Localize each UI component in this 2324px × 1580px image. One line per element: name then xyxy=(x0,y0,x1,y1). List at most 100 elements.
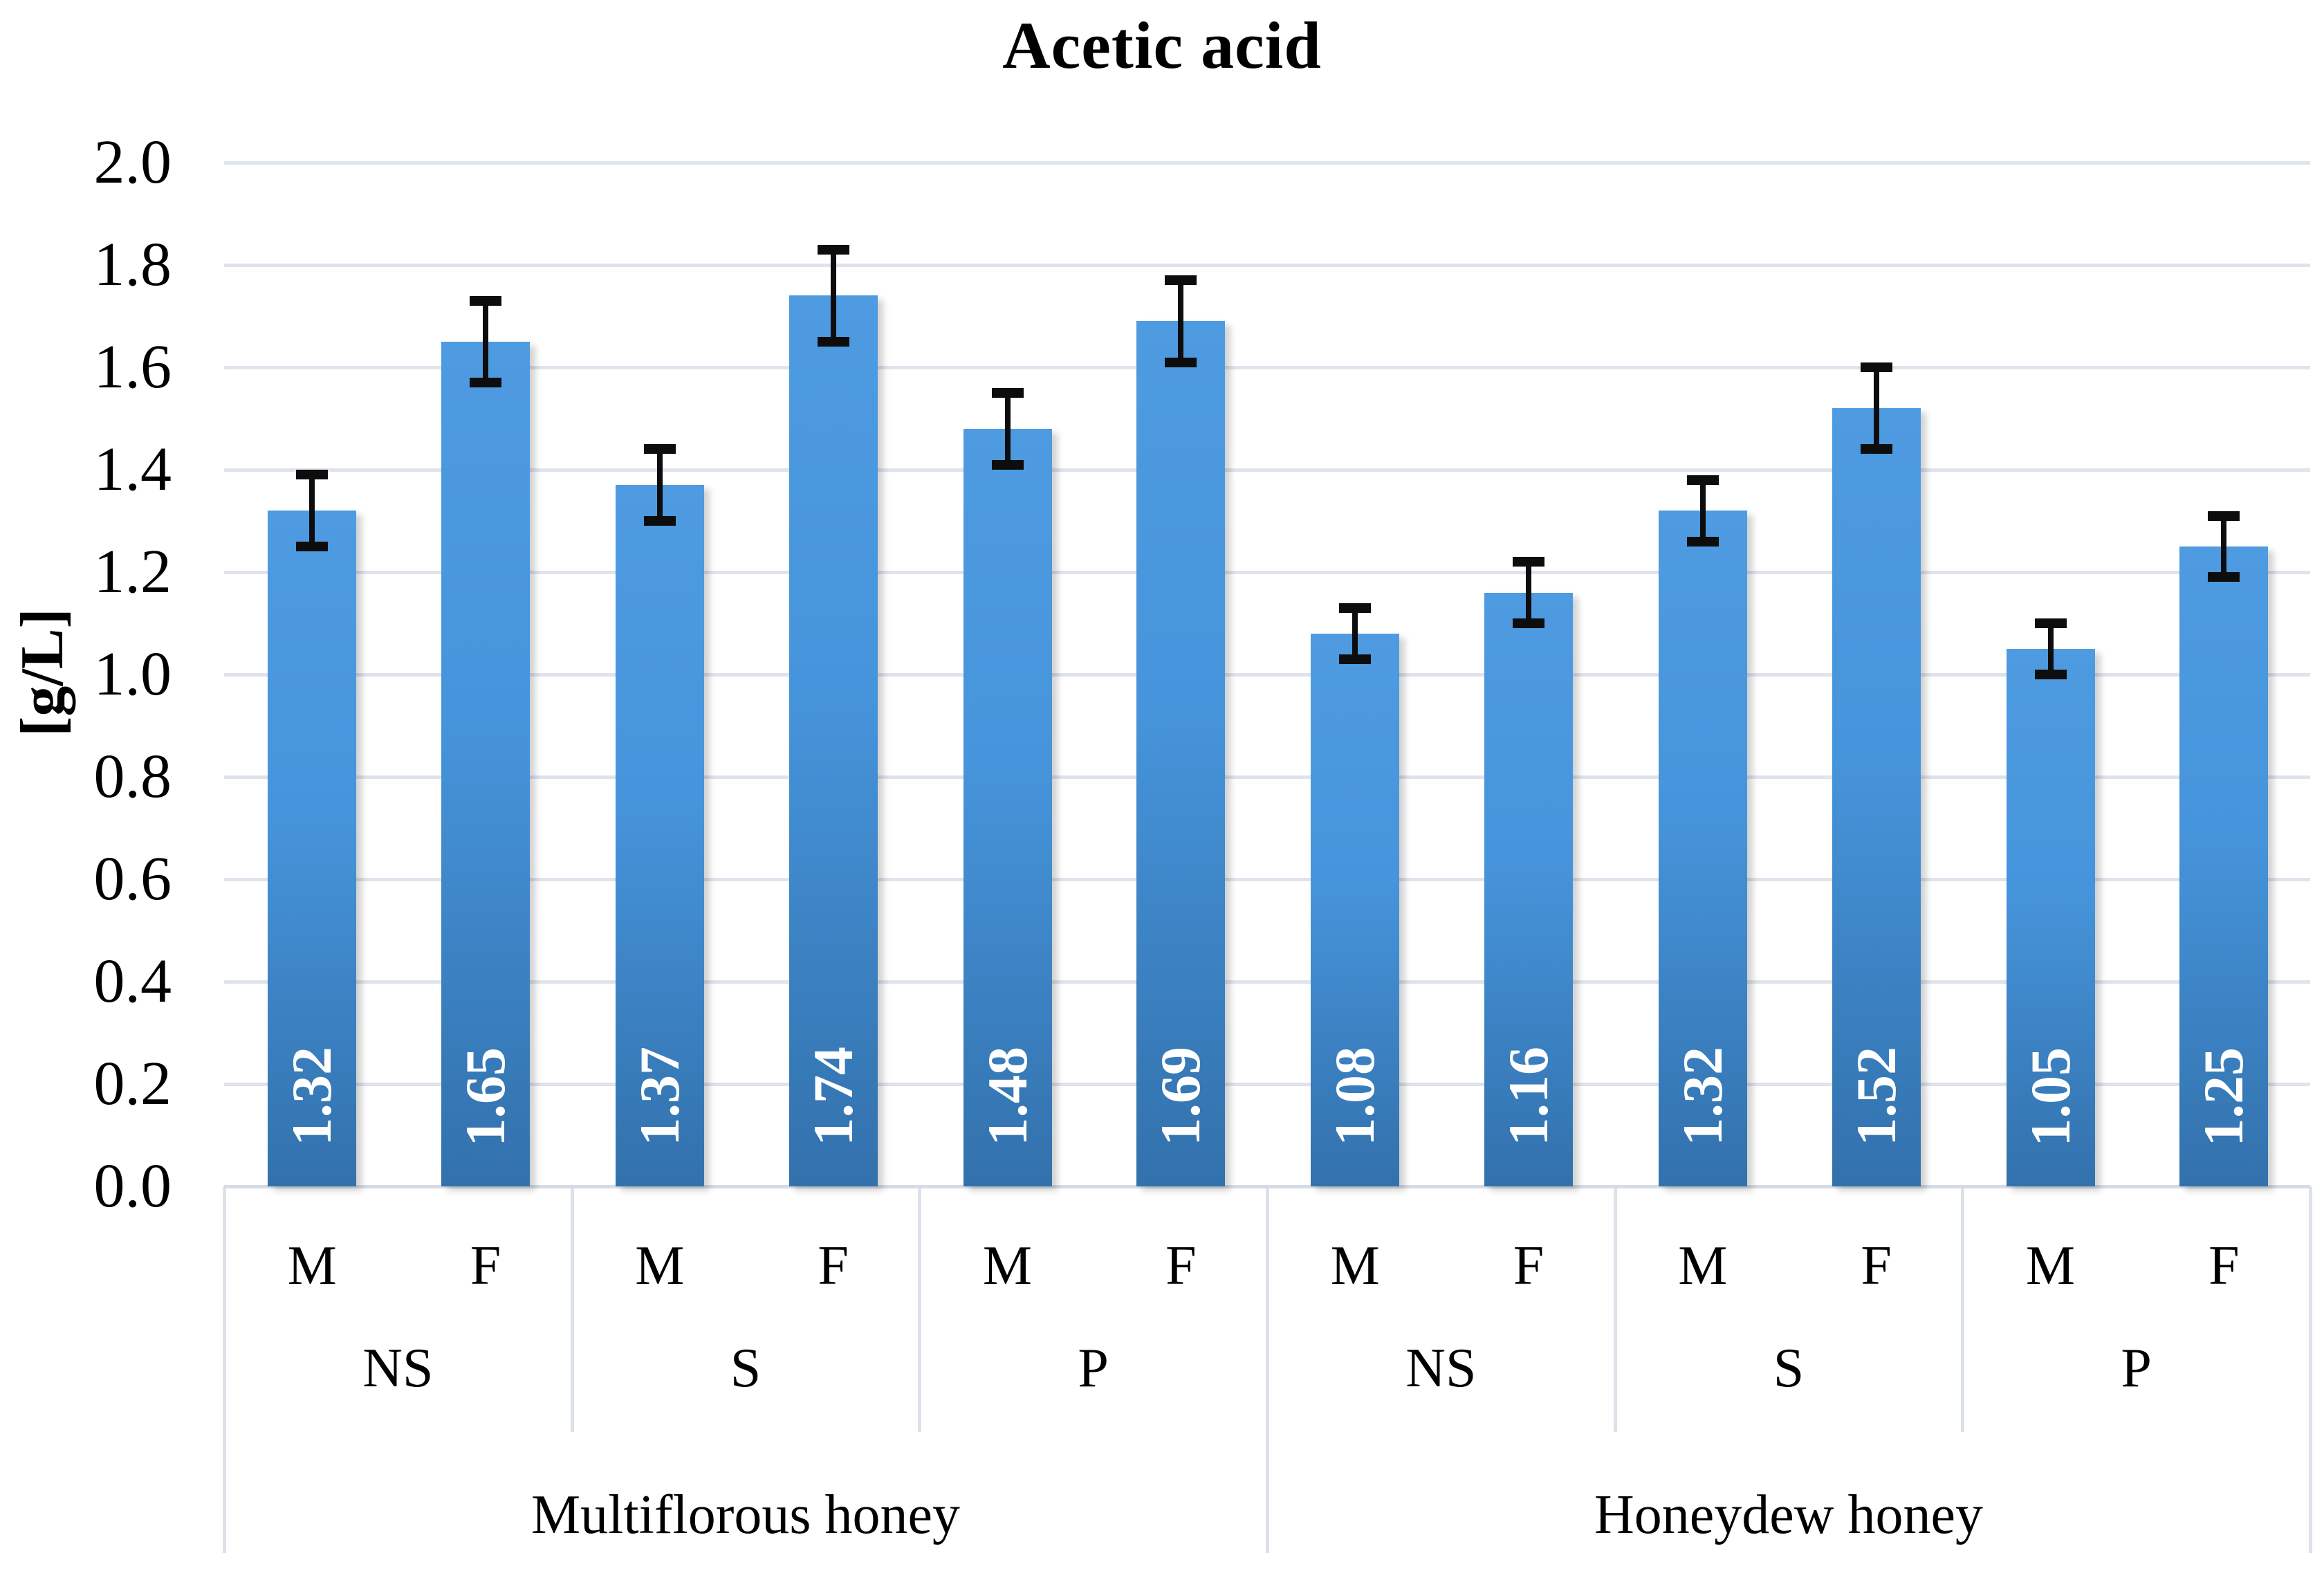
error-bar-cap-top xyxy=(1513,557,1544,567)
y-tick-label: 0.6 xyxy=(93,845,172,913)
x-label-honey-type: Multiflorous honey xyxy=(531,1485,960,1545)
bar-value-label-wrap: 1.25 xyxy=(2179,1047,2268,1147)
chart-title: Acetic acid xyxy=(1002,8,1322,82)
y-tick-label: 1.8 xyxy=(93,230,172,299)
error-bar-cap-top xyxy=(1686,475,1719,485)
error-bar-line xyxy=(2221,515,2227,578)
error-bar-cap-top xyxy=(1860,362,1892,372)
bar-value-label: 1.32 xyxy=(280,1047,344,1146)
x-label-sex: M xyxy=(635,1235,685,1296)
y-tick-label: 0.2 xyxy=(93,1049,172,1118)
x-label-sex: F xyxy=(1165,1235,1197,1296)
bar-value-label-wrap: 1.05 xyxy=(2007,1047,2095,1147)
x-label-sex: F xyxy=(818,1235,849,1296)
category-divider xyxy=(2309,1186,2312,1553)
x-axis-line xyxy=(224,1185,2310,1188)
bar-value-label-wrap: 1.69 xyxy=(1136,1047,1225,1146)
error-bar-line xyxy=(1352,607,1358,659)
bar-value-label: 1.32 xyxy=(1670,1047,1734,1146)
x-label-sex: F xyxy=(470,1235,501,1296)
x-label-honey-type: Honeydew honey xyxy=(1594,1485,1984,1545)
category-divider xyxy=(1961,1186,1965,1432)
bar-value-label-wrap: 1.16 xyxy=(1484,1047,1573,1146)
gridline xyxy=(224,468,2310,472)
bar-value-label: 1.08 xyxy=(1323,1047,1387,1146)
gridline xyxy=(224,673,2310,677)
gridline xyxy=(224,775,2310,779)
error-bar-line xyxy=(1004,393,1011,465)
error-bar-line xyxy=(2047,623,2054,674)
x-label-sex: F xyxy=(1513,1235,1544,1296)
category-divider xyxy=(223,1186,226,1553)
error-bar-line xyxy=(309,475,315,546)
category-divider xyxy=(1266,1186,1269,1553)
x-label-sex: F xyxy=(2208,1235,2240,1296)
bar: 1.65 xyxy=(441,342,530,1186)
error-bar-cap-bottom xyxy=(643,516,676,526)
bar-value-label-wrap: 1.48 xyxy=(963,1047,1052,1146)
gridline xyxy=(224,1083,2310,1086)
error-bar-cap-top xyxy=(2034,618,2067,628)
error-bar-cap-top xyxy=(991,388,1024,398)
bar: 1.32 xyxy=(1658,511,1747,1186)
bar-value-label-wrap: 1.32 xyxy=(1659,1047,1747,1146)
error-bar-cap-top xyxy=(296,470,329,480)
bar-value-label: 1.52 xyxy=(1844,1047,1908,1146)
gridline xyxy=(224,878,2310,881)
y-tick-label: 0.4 xyxy=(93,947,172,1016)
bar-value-label-wrap: 1.37 xyxy=(616,1047,704,1146)
gridline xyxy=(224,161,2310,165)
error-bar-cap-bottom xyxy=(2208,572,2240,582)
bar-value-label: 1.74 xyxy=(801,1047,865,1146)
error-bar-cap-bottom xyxy=(1860,444,1892,454)
bar: 1.08 xyxy=(1311,633,1400,1186)
category-divider xyxy=(1613,1186,1617,1432)
error-bar-line xyxy=(1699,479,1706,542)
gridline xyxy=(224,980,2310,984)
error-bar-cap-top xyxy=(470,295,501,306)
x-label-site: P xyxy=(1078,1338,1109,1399)
x-label-sex: M xyxy=(1330,1235,1380,1296)
bar-value-label-wrap: 1.65 xyxy=(441,1047,530,1147)
gridline xyxy=(224,366,2310,369)
error-bar-cap-top xyxy=(817,244,849,255)
bar-value-label: 1.05 xyxy=(2018,1047,2082,1147)
x-label-sex: M xyxy=(2025,1235,2076,1296)
error-bar-cap-bottom xyxy=(296,542,329,551)
error-bar-cap-bottom xyxy=(1339,654,1372,664)
bar: 1.48 xyxy=(963,428,1052,1186)
error-bar-line xyxy=(1526,562,1531,623)
bar: 1.69 xyxy=(1136,321,1226,1186)
bar-value-label: 1.69 xyxy=(1149,1047,1212,1146)
x-label-site: NS xyxy=(362,1338,434,1399)
error-bar-cap-bottom xyxy=(817,337,849,347)
y-tick-label: 0.0 xyxy=(93,1152,172,1220)
bar-value-label: 1.65 xyxy=(454,1047,517,1147)
gridline xyxy=(224,571,2310,574)
x-label-site: P xyxy=(2121,1338,2152,1399)
x-label-site: NS xyxy=(1405,1338,1477,1399)
x-label-site: S xyxy=(730,1338,762,1399)
y-tick-label: 1.2 xyxy=(93,538,172,606)
bar: 1.16 xyxy=(1484,592,1573,1186)
category-divider xyxy=(918,1186,922,1432)
error-bar-cap-top xyxy=(1165,275,1197,286)
x-label-site: S xyxy=(1773,1338,1805,1399)
x-label-sex: M xyxy=(1678,1235,1728,1296)
error-bar-line xyxy=(483,300,488,383)
error-bar-cap-top xyxy=(643,444,676,454)
x-label-sex: M xyxy=(982,1235,1033,1296)
y-tick-label: 1.6 xyxy=(93,333,172,401)
error-bar-cap-bottom xyxy=(2034,670,2067,679)
bar: 1.05 xyxy=(2006,649,2095,1186)
bar-value-label: 1.25 xyxy=(2192,1047,2256,1147)
bar-value-label: 1.16 xyxy=(1497,1047,1560,1146)
error-bar-cap-bottom xyxy=(1686,536,1719,546)
error-bar-cap-top xyxy=(2208,511,2240,521)
error-bar-line xyxy=(830,249,836,342)
bar: 1.37 xyxy=(615,485,704,1186)
error-bar-line xyxy=(656,449,663,521)
bar: 1.25 xyxy=(2179,546,2269,1186)
y-tick-label: 1.0 xyxy=(93,640,172,708)
